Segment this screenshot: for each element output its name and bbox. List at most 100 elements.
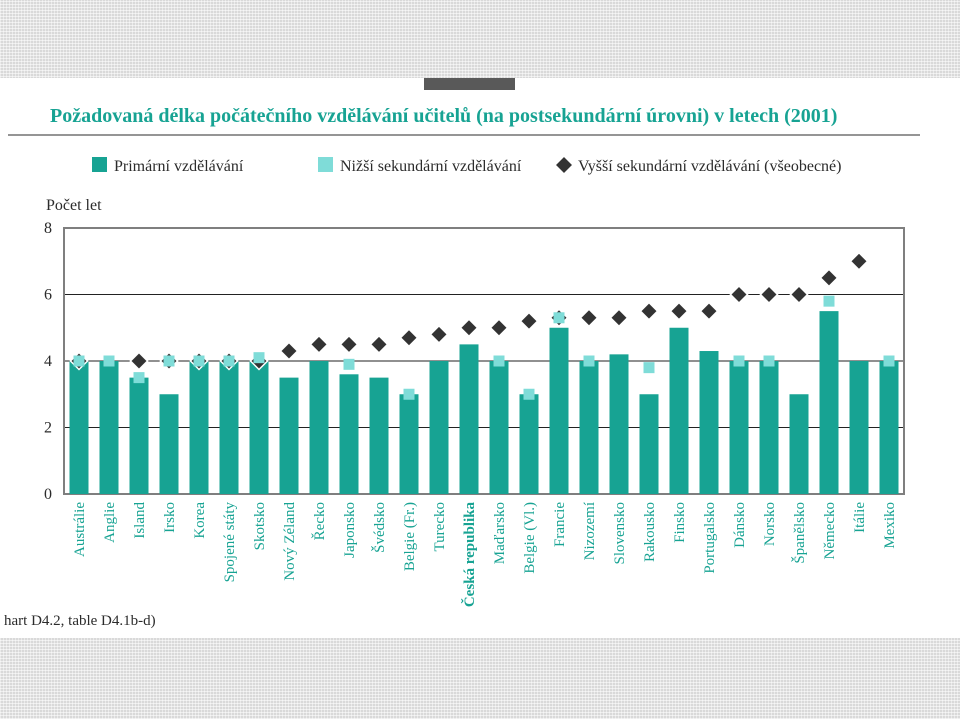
bar: [789, 394, 809, 494]
category-label: Norsko: [762, 502, 778, 546]
category-label: Rakousko: [642, 502, 658, 562]
category-label: Island: [132, 502, 148, 539]
bar: [459, 344, 479, 494]
y-tick-label: 0: [44, 486, 52, 503]
plot-frame: [63, 227, 905, 495]
upper-secondary-point: [729, 284, 749, 305]
category-label: Mexiko: [882, 502, 898, 549]
category-label: Česká republika: [461, 502, 478, 608]
source-note: hart D4.2, table D4.1b-d): [4, 613, 156, 629]
bar: [399, 394, 419, 494]
lower-secondary-point: [883, 355, 895, 367]
upper-secondary-point: [609, 308, 629, 328]
category-label: Skotsko: [252, 502, 268, 550]
lower-secondary-point: [343, 358, 355, 370]
bar: [159, 394, 179, 494]
plot-area: 0 2 4 6 8 Austrálie Anglie Island Irsko Korea Spoj…: [44, 220, 905, 608]
slide: Požadovaná délka počátečního vzdělávání …: [0, 78, 960, 638]
lower-secondary-point: [163, 355, 175, 367]
upper-secondary-point: [639, 301, 659, 321]
upper-secondary-point: [669, 301, 689, 321]
category-label: Anglie: [102, 502, 118, 543]
upper-secondary-point: [519, 311, 539, 331]
category-label: Portugalsko: [702, 502, 718, 574]
category-label: Řecko: [311, 502, 328, 540]
upper-secondary-point: [819, 268, 839, 288]
legend-marker: [92, 157, 107, 172]
bar: [549, 327, 569, 494]
legend-label: Nižší sekundární vzdělávání: [340, 158, 522, 175]
bar: [879, 361, 899, 494]
y-tick-label: 6: [44, 287, 52, 304]
lower-secondary-point: [763, 355, 775, 367]
bar: [579, 361, 599, 494]
bar: [129, 377, 149, 494]
bar: [219, 361, 239, 494]
bar: [369, 377, 389, 494]
y-axis-label: Počet let: [46, 197, 102, 214]
category-label: Dánsko: [732, 502, 748, 548]
category-label: Itálie: [852, 502, 868, 533]
category-label: Belgie (Vl.): [522, 502, 538, 574]
lower-secondary-point: [103, 355, 115, 367]
bar: [699, 351, 719, 494]
y-tick-label: 4: [44, 353, 52, 370]
lower-secondary-point: [823, 295, 835, 307]
bar: [729, 361, 749, 494]
category-label: Německo: [822, 502, 838, 559]
lower-secondary-point: [133, 372, 145, 384]
upper-secondary-point: [369, 334, 389, 354]
category-label: Turecko: [432, 502, 448, 551]
legend: Primární vzdělávání Nižší sekundární vzdě…: [92, 154, 841, 176]
upper-secondary-point: [789, 284, 809, 305]
bar: [249, 361, 269, 494]
chart-title: Požadovaná délka počátečního vzdělávání …: [50, 105, 837, 127]
legend-label: Vyšší sekundární vzdělávání (všeobecné): [578, 158, 841, 175]
lower-secondary-point: [403, 388, 415, 400]
upper-secondary-point: [489, 318, 509, 338]
bar: [189, 361, 209, 494]
bar: [429, 361, 449, 494]
lower-secondary-point: [73, 355, 85, 367]
bar: [309, 361, 329, 494]
lower-secondary-point: [253, 352, 265, 364]
bar: [69, 361, 89, 494]
y-tick-label: 2: [44, 420, 52, 437]
upper-secondary-point: [129, 351, 149, 371]
lower-secondary-point: [223, 355, 235, 367]
category-label: Belgie (Fr.): [402, 502, 418, 571]
upper-secondary-point: [579, 308, 599, 328]
category-label: Finsko: [672, 502, 688, 543]
bar: [489, 361, 509, 494]
lower-secondary-point: [493, 355, 505, 367]
bar: [339, 374, 359, 494]
slide-top-bar: [424, 78, 515, 90]
lower-secondary-point: [523, 388, 535, 400]
category-label: Francie: [552, 502, 568, 547]
category-label: Japonsko: [342, 502, 358, 558]
bar: [279, 377, 299, 494]
upper-secondary-point: [459, 318, 479, 338]
lower-secondary-point: [643, 362, 655, 374]
y-tick-label: 8: [44, 220, 52, 237]
bar: [669, 327, 689, 494]
upper-secondary-point: [429, 324, 449, 344]
legend-marker: [318, 157, 333, 172]
bar: [609, 354, 629, 494]
upper-secondary-point: [699, 301, 719, 321]
category-label: Spojené státy: [222, 502, 238, 583]
lower-secondary-point: [733, 355, 745, 367]
bar: [519, 394, 539, 494]
category-label: Austrálie: [72, 502, 88, 557]
bar: [819, 311, 839, 494]
category-label: Švédsko: [371, 502, 388, 553]
category-label: Irsko: [162, 502, 178, 533]
bar: [849, 361, 869, 494]
bar: [759, 361, 779, 494]
category-label: Maďarsko: [492, 502, 508, 564]
lower-secondary-point: [583, 355, 595, 367]
category-label: Korea: [192, 502, 208, 539]
upper-secondary-point: [279, 341, 299, 361]
legend-label: Primární vzdělávání: [114, 158, 244, 175]
upper-secondary-point: [849, 251, 869, 271]
